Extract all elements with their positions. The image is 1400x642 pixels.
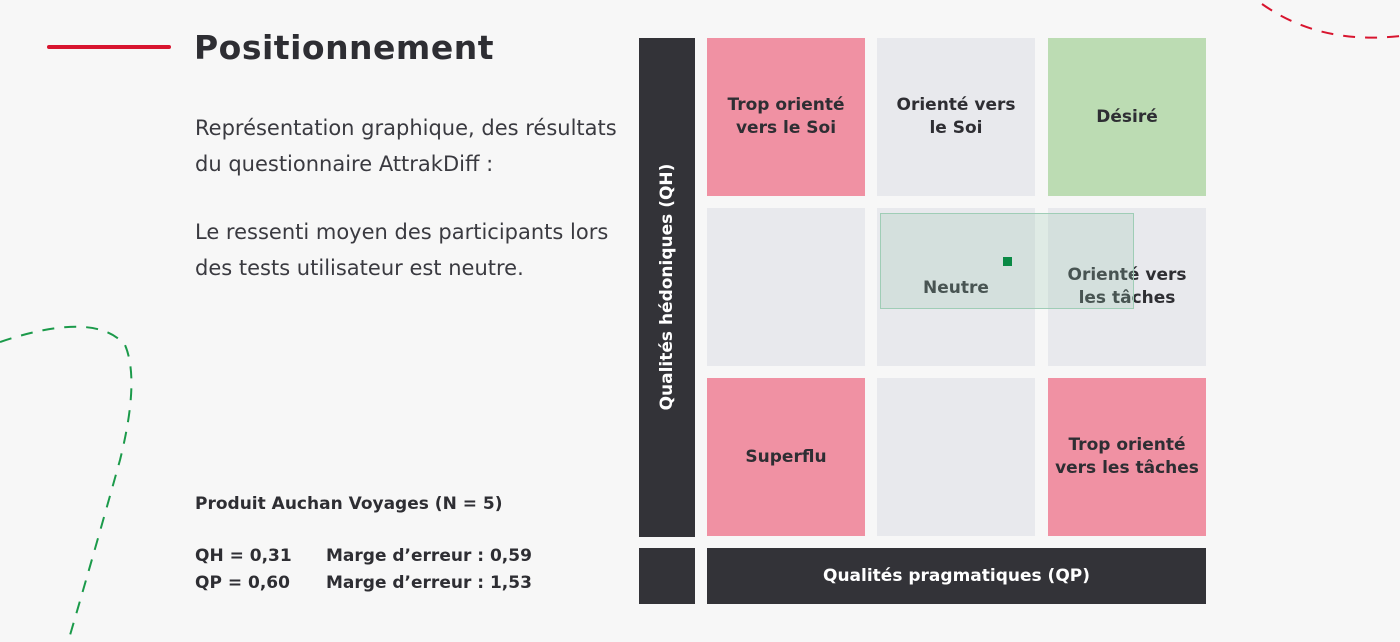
cell-desire: Désiré xyxy=(1048,38,1206,196)
axis-corner xyxy=(639,548,695,604)
product-label: Produit Auchan Voyages (N = 5) xyxy=(195,494,503,514)
page-title: Positionnement xyxy=(194,28,494,67)
y-axis-label: Qualités hédoniques (QH) xyxy=(657,163,677,411)
y-axis-bar: Qualités hédoniques (QH) xyxy=(639,38,695,537)
qp-value: QP = 0,60 xyxy=(195,573,290,593)
title-accent-line xyxy=(47,45,171,49)
qh-value: QH = 0,31 xyxy=(195,546,292,566)
cell-oriente-soi: Orienté vers le Soi xyxy=(877,38,1035,196)
conclusion-text: Le ressenti moyen des participants lors … xyxy=(195,220,609,280)
cell-empty-bottom-middle xyxy=(877,378,1035,536)
cell-neutre: Neutre xyxy=(877,208,1035,366)
cell-trop-oriente-taches: Trop orienté vers les tâches xyxy=(1048,378,1206,536)
description-text: Représentation graphique, des résultats … xyxy=(195,116,617,176)
cell-trop-oriente-soi: Trop orienté vers le Soi xyxy=(707,38,865,196)
x-axis-bar: Qualités pragmatiques (QP) xyxy=(707,548,1206,604)
qp-margin: Marge d’erreur : 1,53 xyxy=(326,573,532,593)
cell-empty-middle-left xyxy=(707,208,865,366)
qh-margin: Marge d’erreur : 0,59 xyxy=(326,546,532,566)
cell-oriente-taches: Orienté vers les tâches xyxy=(1048,208,1206,366)
data-point-auchan-voyages xyxy=(1003,257,1012,266)
x-axis-label: Qualités pragmatiques (QP) xyxy=(823,566,1090,586)
cell-superflu: Superflu xyxy=(707,378,865,536)
